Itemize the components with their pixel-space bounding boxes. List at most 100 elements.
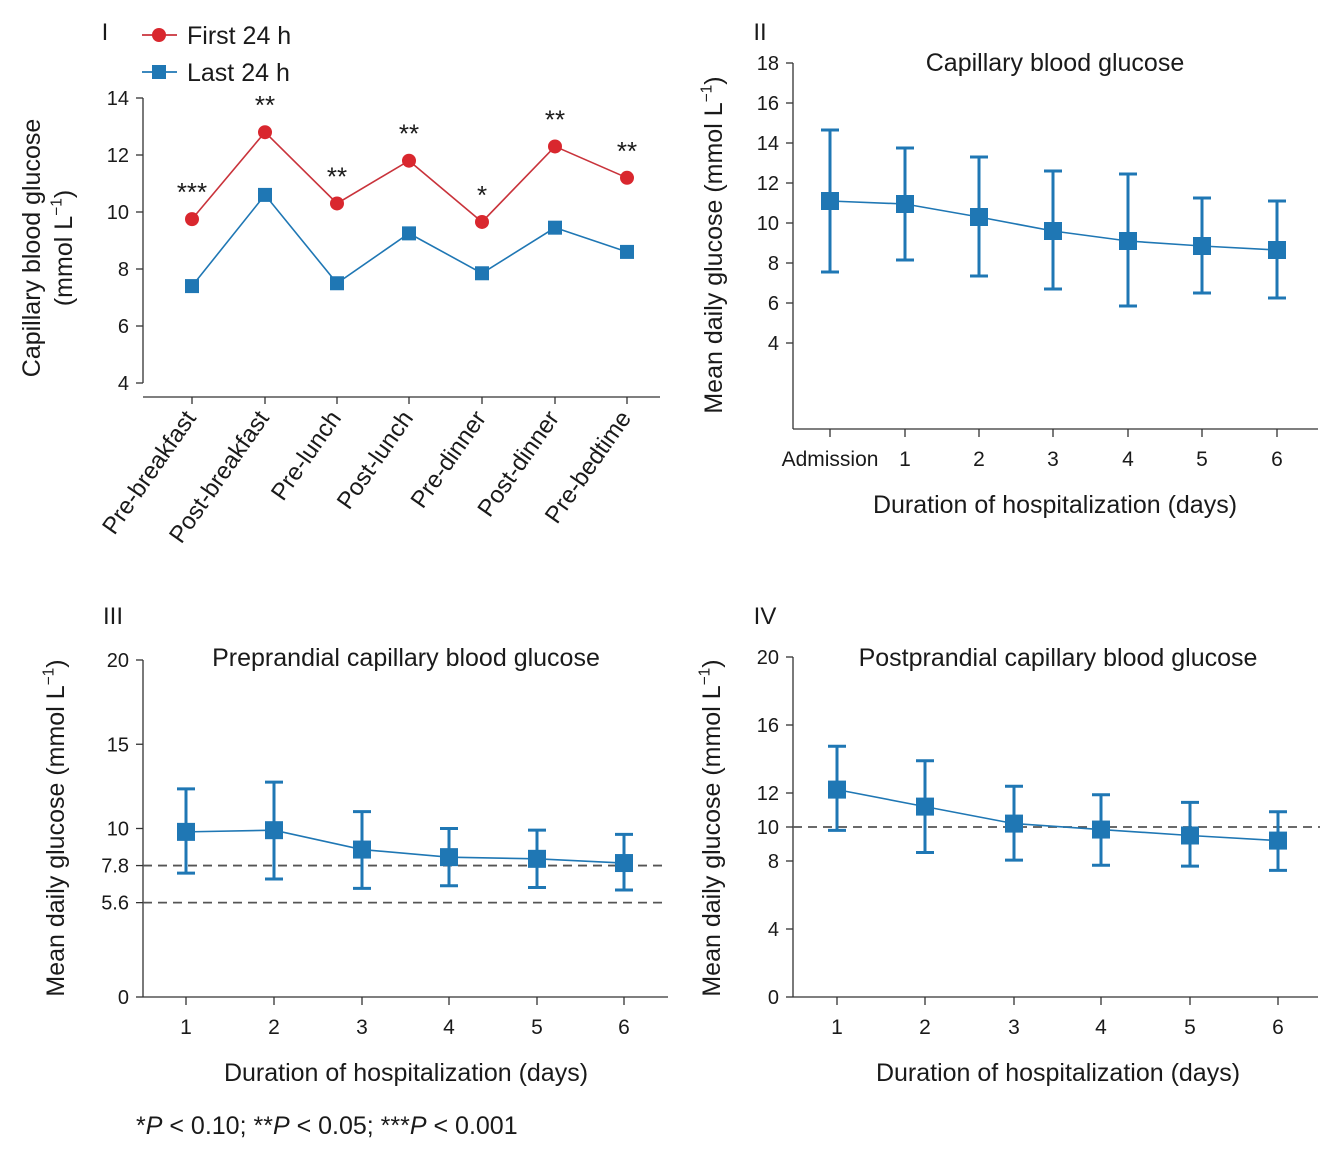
data-point-I [548,139,562,154]
y-tick-label-III: 0 [118,987,129,1009]
significance-mark-I: ** [617,136,637,166]
data-point-IV [1269,831,1287,850]
x-tick-label-IV: 4 [1095,1016,1107,1039]
x-tick-label-IV: 1 [831,1016,843,1039]
data-point-III [265,821,283,840]
y-tick-label-I: 8 [118,259,129,281]
y-tick-label-I: 4 [118,373,129,395]
y-tick-label-I: 14 [107,88,129,110]
data-point-I [475,266,489,281]
x-tick-label-IV: 3 [1008,1016,1020,1039]
data-point-I [475,214,489,229]
y-tick-label-III: 5.6 [101,893,129,915]
x-tick-label-IV: 2 [919,1016,931,1039]
data-point-III [353,840,371,859]
y-tick-label-II: 8 [768,253,779,275]
data-point-IV [1092,820,1110,839]
y-tick-label-III: 7.8 [101,856,129,878]
y-tick-label-II: 18 [757,53,779,75]
panel-title-II: Capillary blood glucose [926,49,1184,77]
y-tick-label-II: 4 [768,333,779,355]
significance-mark-I: ** [255,90,275,120]
y-tick-label-II: 14 [757,133,779,155]
y-tick-label-I: 10 [107,202,129,224]
significance-mark-I: ** [545,104,565,134]
series-line-I-2 [191,193,628,287]
data-point-II [1044,222,1062,240]
x-tick-label-III: 6 [618,1016,630,1039]
data-point-I [548,220,562,235]
x-tick-label-IV: 5 [1184,1016,1196,1039]
legend-marker-I [152,65,166,79]
data-point-I [185,279,199,294]
data-point-I [620,244,634,259]
y-tick-label-II: 12 [757,173,779,195]
data-point-I [258,187,272,202]
y-tick-label-II: 16 [757,93,779,115]
y-tick-label-III: 10 [107,819,129,841]
x-tick-label-III: 5 [531,1016,543,1039]
x-tick-label-II: 6 [1271,448,1283,471]
data-point-IV [1181,826,1199,845]
y-axis-title-I-line1: Capillary blood glucose [18,119,46,377]
x-tick-label-III: 2 [268,1016,280,1039]
data-point-I [185,212,199,227]
data-point-III [177,822,195,841]
y-tick-label-IV: 8 [768,851,779,873]
series-line-IV [836,788,1279,842]
y-tick-label-IV: 20 [757,647,779,669]
data-point-II [970,208,988,226]
x-tick-label-III: 3 [356,1016,368,1039]
series-line-III [185,829,625,864]
x-tick-label-II: Admission [782,448,879,471]
data-point-I [620,170,634,185]
data-point-IV [916,797,934,816]
data-point-I [402,226,416,241]
y-tick-label-I: 12 [107,145,129,167]
data-point-III [440,848,458,867]
significance-mark-I: * [477,180,487,210]
x-tick-label-II: 4 [1122,448,1134,471]
x-tick-label-IV: 6 [1272,1016,1284,1039]
significance-mark-I: *** [177,177,207,207]
data-point-I [258,125,272,140]
y-axis-title-IV: Mean daily glucose (mmol L−1) [697,659,727,996]
x-tick-label-III: 1 [180,1016,192,1039]
y-tick-label-IV: 4 [768,919,779,941]
y-tick-label-IV: 10 [757,817,779,839]
panel-label-II: II [753,19,766,46]
legend-label-I: First 24 h [187,22,291,50]
y-tick-label-IV: 0 [768,987,779,1009]
y-tick-label-III: 15 [107,734,129,756]
y-axis-title-I-line2: (mmol L−1) [49,190,79,306]
data-point-II [821,192,839,210]
y-tick-label-II: 6 [768,293,779,315]
x-tick-label-II: 3 [1047,448,1059,471]
data-point-I [402,153,416,168]
y-tick-label-III: 20 [107,650,129,672]
data-point-I [330,196,344,211]
x-tick-label-II: 1 [899,448,911,471]
data-point-III [615,854,633,873]
y-tick-label-IV: 16 [757,715,779,737]
panel-label-IV: IV [754,603,777,630]
data-point-IV [828,780,846,799]
data-point-I [330,276,344,291]
panel-title-III: Preprandial capillary blood glucose [212,644,600,672]
x-tick-label-III: 4 [443,1016,455,1039]
panel-title-IV: Postprandial capillary blood glucose [859,644,1258,672]
y-axis-title-III: Mean daily glucose (mmol L−1) [41,659,71,996]
panel-label-III: III [103,603,123,630]
x-axis-title-III: Duration of hospitalization (days) [224,1059,588,1087]
x-tick-label-II: 5 [1196,448,1208,471]
significance-footnote: *P < 0.10; **P < 0.05; ***P < 0.001 [136,1112,518,1140]
legend-label-I: Last 24 h [187,59,290,87]
x-axis-title-IV: Duration of hospitalization (days) [876,1059,1240,1087]
data-point-II [1119,232,1137,250]
y-tick-label-II: 10 [757,213,779,235]
y-axis-title-II: Mean daily glucose (mmol L−1) [699,76,729,413]
y-tick-label-IV: 12 [757,783,779,805]
panel-label-I: I [102,19,109,46]
legend-marker-I [152,28,166,42]
significance-mark-I: ** [399,119,419,149]
